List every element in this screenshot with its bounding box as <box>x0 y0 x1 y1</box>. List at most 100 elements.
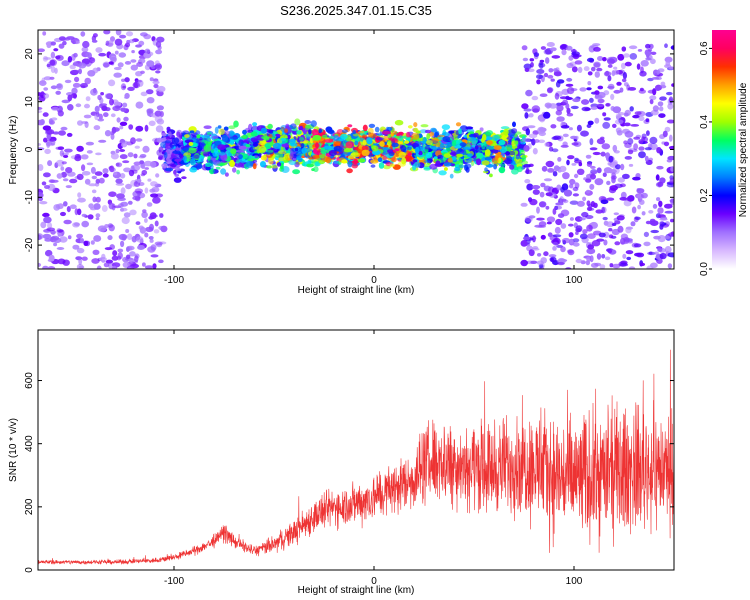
heatmap-cell <box>544 102 552 108</box>
heatmap-cell <box>524 179 531 184</box>
heatmap-cell <box>443 153 451 158</box>
heatmap-cell <box>368 123 376 128</box>
heatmap-cell <box>621 46 627 52</box>
heatmap-cell <box>250 137 259 143</box>
heatmap-cell <box>498 139 506 146</box>
heatmap-cell <box>405 137 411 142</box>
heatmap-cell <box>643 241 651 247</box>
heatmap-cell <box>146 97 155 104</box>
heatmap-cell <box>296 130 302 135</box>
heatmap-cell <box>459 142 467 147</box>
heatmap-cell <box>647 48 653 52</box>
heatmap-cell <box>377 132 382 137</box>
heatmap-cell <box>592 43 601 47</box>
heatmap-cell <box>586 206 593 211</box>
heatmap-cell <box>600 136 605 140</box>
heatmap-cell <box>52 131 60 135</box>
heatmap-cell <box>631 206 637 214</box>
heatmap-cell <box>42 112 49 117</box>
heatmap-cell <box>553 68 558 72</box>
colorbar-tick-label: 0.2 <box>699 188 710 202</box>
heatmap-cell <box>104 93 112 99</box>
heatmap-cell <box>566 159 570 166</box>
heatmap-cell <box>586 224 593 232</box>
heatmap-cell <box>126 265 135 269</box>
heatmap-cell <box>110 133 115 140</box>
heatmap-cell <box>656 147 662 154</box>
heatmap-cell <box>119 154 128 160</box>
heatmap-cell <box>234 162 244 168</box>
heatmap-cell <box>441 124 451 130</box>
heatmap-cell <box>411 142 420 148</box>
heatmap-cell <box>42 125 52 131</box>
heatmap-cell <box>250 131 258 137</box>
heatmap-cell <box>206 135 212 142</box>
colorbar-gradient <box>712 30 736 269</box>
heatmap-cell <box>664 235 671 240</box>
heatmap-cell <box>78 258 83 266</box>
heatmap-cell <box>67 56 73 63</box>
heatmap-cell <box>579 87 587 92</box>
heatmap-cell <box>312 134 322 141</box>
heatmap-cell <box>118 203 124 209</box>
heatmap-cell <box>203 125 212 129</box>
heatmap-cell <box>117 248 124 253</box>
heatmap-cell <box>173 177 182 183</box>
heatmap-cell <box>260 155 267 161</box>
heatmap-cell <box>83 114 92 119</box>
heatmap-cell <box>656 197 661 202</box>
heatmap-cell <box>61 171 67 178</box>
heatmap-cell <box>523 145 530 152</box>
heatmap-cell <box>312 154 321 159</box>
heatmap-cell <box>586 200 591 207</box>
heatmap-cell <box>493 145 502 150</box>
heatmap-cell <box>102 173 109 178</box>
heatmap-cell <box>645 43 651 49</box>
heatmap-cell <box>600 199 609 205</box>
heatmap-cell <box>155 41 162 48</box>
heatmap-cell <box>137 178 142 183</box>
heatmap-cell <box>447 157 454 163</box>
heatmap-cell <box>148 120 156 127</box>
heatmap-cell <box>658 113 666 118</box>
heatmap-cell <box>268 134 273 138</box>
heatmap-cell <box>512 121 516 128</box>
heatmap-cell <box>570 181 577 185</box>
heatmap-cell <box>135 101 144 109</box>
heatmap-cell <box>185 154 192 162</box>
heatmap-cell <box>638 146 645 151</box>
heatmap-cell <box>401 157 407 165</box>
heatmap-cell <box>284 128 288 134</box>
heatmap-cell <box>397 141 403 145</box>
heatmap-cell <box>555 218 563 226</box>
heatmap-cell <box>627 149 634 155</box>
heatmap-cell <box>484 136 493 141</box>
heatmap-cell <box>589 138 594 146</box>
heatmap-cell <box>135 79 142 83</box>
heatmap-cell <box>110 56 117 62</box>
heatmap-cell <box>315 142 319 149</box>
heatmap-cell <box>153 229 160 234</box>
heatmap-cell <box>127 152 134 158</box>
heatmap-cell <box>92 249 100 255</box>
heatmap-cell <box>64 148 73 153</box>
heatmap-cell <box>76 263 84 269</box>
heatmap-cell <box>145 89 154 95</box>
heatmap-cell <box>74 155 82 162</box>
heatmap-cell <box>117 197 126 201</box>
heatmap-cell <box>378 162 385 169</box>
heatmap-cell <box>568 223 574 227</box>
snr-frame <box>37 329 675 571</box>
heatmap-cell <box>545 160 555 168</box>
heatmap-cell <box>646 265 654 269</box>
colorbar: 0.0 0.2 0.4 0.6 Normalized spectral amplitu… <box>699 30 749 276</box>
heatmap-cell <box>102 168 109 174</box>
heatmap-cell <box>594 117 600 124</box>
heatmap-cell <box>587 244 595 250</box>
heatmap-cell <box>125 229 130 233</box>
heatmap-cell <box>555 81 561 88</box>
heatmap-cell <box>394 148 400 152</box>
heatmap-cell <box>229 139 235 145</box>
heatmap-cell <box>454 145 462 149</box>
heatmap-cell <box>581 106 591 112</box>
